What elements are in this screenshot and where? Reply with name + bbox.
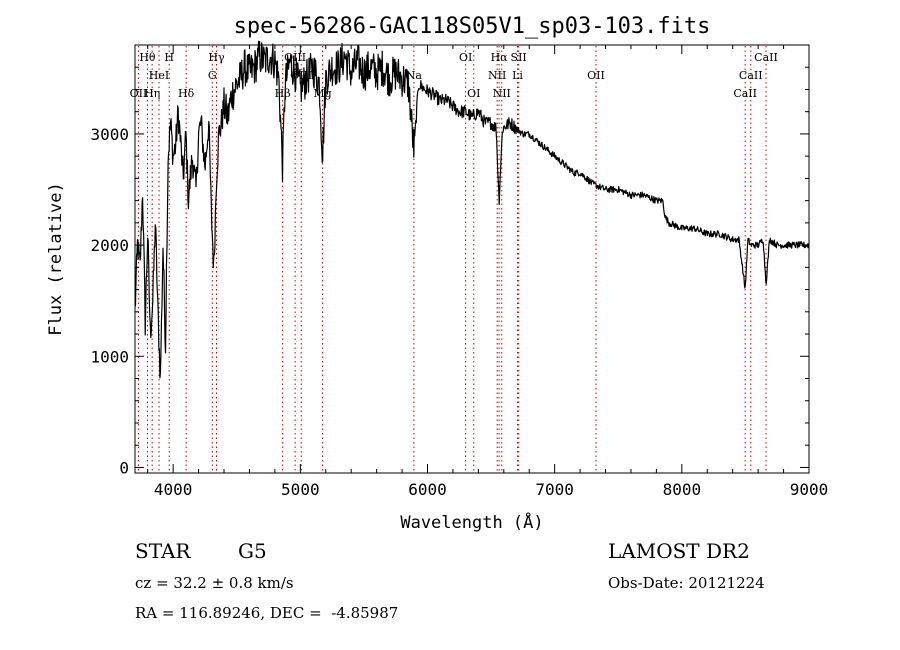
x-tick-label: 5000	[281, 480, 320, 499]
line-label: Hθ	[139, 51, 156, 64]
line-label: OII	[587, 69, 605, 82]
x-axis-label: Wavelength (Å)	[400, 511, 543, 533]
line-label: OII	[130, 87, 148, 100]
x-tick-label: 8000	[663, 480, 702, 499]
y-tick-label: 2000	[90, 236, 129, 255]
spectral-subclass: G5	[238, 539, 267, 563]
object-class: STAR	[135, 539, 191, 563]
line-label: Hδ	[178, 87, 195, 100]
line-label: HeI	[149, 69, 169, 82]
line-label: NII	[488, 69, 506, 82]
line-label: Mg	[313, 87, 331, 100]
line-label: NII	[493, 87, 511, 100]
line-label: Na	[406, 69, 423, 82]
line-label: Hα	[491, 51, 509, 64]
line-label: OI	[459, 51, 472, 64]
line-label: Hη	[144, 87, 160, 100]
line-label: CaII	[739, 69, 763, 82]
y-axis-label: Flux (relative)	[46, 182, 66, 336]
line-label: Hβ	[275, 87, 291, 100]
chart-title: spec-56286-GAC118S05V1_sp03-103.fits	[234, 14, 711, 39]
observation-date: Obs-Date: 20121224	[608, 574, 765, 592]
y-tick-label: 3000	[90, 125, 129, 144]
line-label: CaII	[754, 51, 778, 64]
line-label: Hγ	[208, 51, 225, 64]
coordinates: RA = 116.89246, DEC = -4.85987	[135, 604, 399, 622]
line-labels: HθOIIHηHeIHHδHγGHβOIIIOIIIMgNaOIOIHαNIIN…	[130, 51, 778, 100]
x-tick-label: 9000	[790, 480, 829, 499]
line-label: OI	[467, 87, 480, 100]
x-tick-label: 4000	[154, 480, 193, 499]
line-label: OIII	[290, 69, 312, 82]
y-tick-label: 1000	[90, 347, 129, 366]
line-label: H	[164, 51, 174, 64]
y-tick-label: 0	[119, 458, 129, 477]
spectrum-line	[134, 40, 810, 379]
redshift-velocity: cz = 32.2 ± 0.8 km/s	[135, 574, 294, 592]
line-label: CaII	[733, 87, 757, 100]
axis-ticks: 4000 5000 6000 7000 8000 9000 0 1000 2000 3000	[90, 45, 828, 499]
line-label: OIII	[284, 51, 306, 64]
x-tick-label: 7000	[535, 480, 574, 499]
line-label: SII	[511, 51, 527, 64]
line-label: Li	[512, 69, 523, 82]
survey-name: LAMOST DR2	[608, 539, 750, 563]
plot-frame	[134, 44, 810, 474]
x-tick-label: 6000	[408, 480, 447, 499]
line-label: G	[208, 69, 217, 82]
